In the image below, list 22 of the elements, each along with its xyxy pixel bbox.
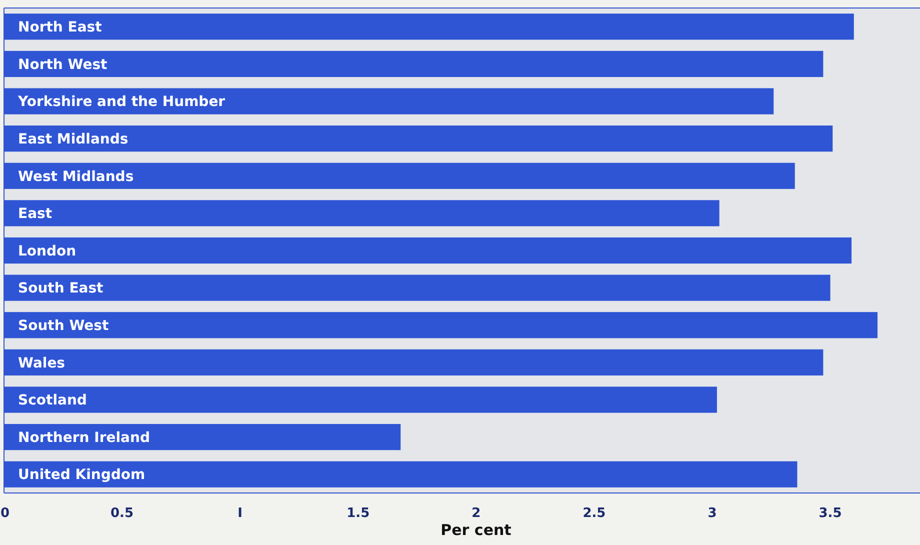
y-tick-label: South West (18, 318, 109, 334)
y-tick-label: North East (18, 20, 102, 36)
y-tick-label: Northern Ireland (18, 430, 150, 446)
x-tick-label: 3 (708, 506, 717, 521)
x-tick-label: 1.5 (346, 506, 370, 521)
x-tick-label: I (238, 506, 243, 521)
x-tick-label: 2 (472, 506, 481, 521)
y-tick-label: Wales (18, 355, 66, 372)
y-tick-label: United Kingdom (18, 467, 146, 484)
x-axis-title: Per cent (440, 521, 512, 539)
y-tick-label: Scotland (18, 392, 87, 409)
x-tick-label: 0.5 (110, 506, 134, 521)
y-tick-label: North West (18, 56, 108, 73)
x-tick-label: 2.5 (582, 506, 606, 521)
y-tick-label: South East (18, 280, 104, 297)
y-tick-label: West Midlands (18, 168, 134, 185)
y-tick-label: Yorkshire and the Humber (17, 94, 226, 110)
y-tick-label: East Midlands (18, 131, 128, 148)
x-tick-label: 3.5 (818, 506, 842, 521)
y-tick-label: East (18, 206, 52, 222)
y-tick-label: London (18, 243, 76, 260)
x-tick-label: 0 (0, 506, 10, 521)
